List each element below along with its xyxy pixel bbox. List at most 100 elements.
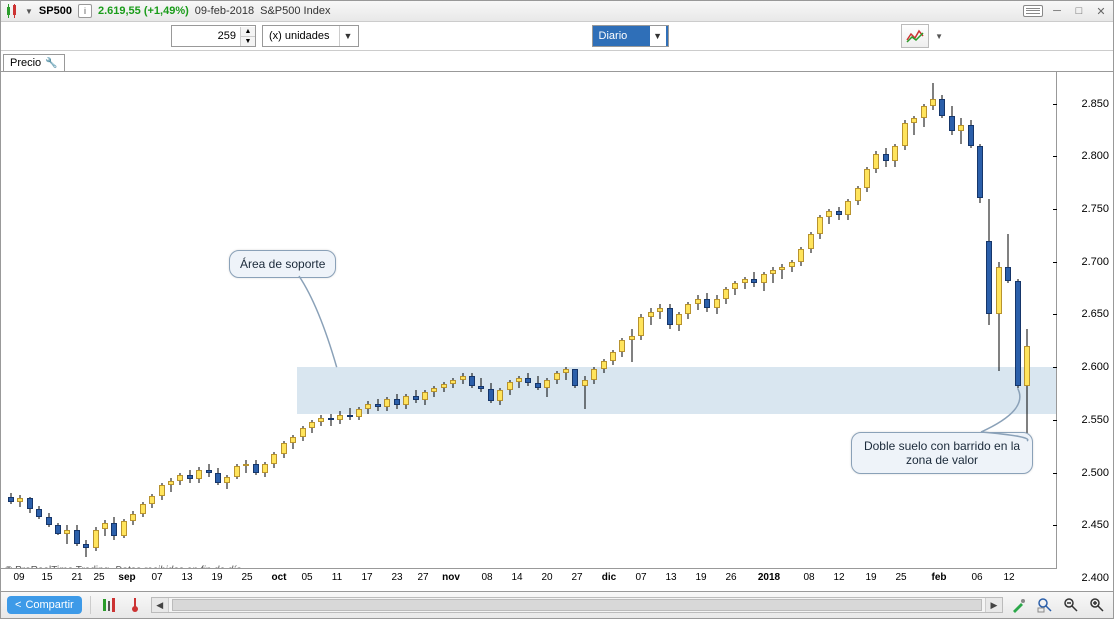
bars-count-input[interactable]: [172, 27, 240, 45]
candle: [102, 72, 108, 578]
scroll-thumb[interactable]: [172, 599, 982, 611]
candle: [375, 72, 381, 578]
annotation-double-bottom: Doble suelo con barrido en la zona de va…: [851, 432, 1033, 474]
candle: [243, 72, 249, 578]
candle: [930, 72, 936, 578]
candle: [996, 72, 1002, 578]
title-bar: ▼ SP500 i 2.619,55 (+1,49%) 09-feb-2018 …: [1, 1, 1113, 22]
candle: [601, 72, 607, 578]
indicator-icon[interactable]: [99, 595, 119, 615]
candle: [488, 72, 494, 578]
candle: [977, 72, 983, 578]
close-icon[interactable]: ✕: [1093, 4, 1109, 18]
chart-type-button[interactable]: [901, 24, 929, 48]
zoom-region-icon[interactable]: [1035, 595, 1055, 615]
candle: [422, 72, 428, 578]
candle: [638, 72, 644, 578]
candle: [704, 72, 710, 578]
candle: [431, 72, 437, 578]
x-tick-label: 05: [301, 572, 312, 583]
zoom-out-icon[interactable]: [1061, 595, 1081, 615]
x-axis: 09152125sep07131925oct0511172327nov08142…: [1, 568, 1057, 591]
wrench-icon[interactable]: 🔧: [45, 58, 57, 69]
bottom-toolbar: < Compartir ◀ ▶: [1, 592, 1113, 618]
keyboard-icon[interactable]: [1023, 5, 1043, 17]
chart-area[interactable]: Área de soporteDoble suelo con barrido e…: [1, 71, 1113, 592]
x-tick-label: 13: [181, 572, 192, 583]
tool-icon[interactable]: [1009, 595, 1029, 615]
candle: [55, 72, 61, 578]
candle: [460, 72, 466, 578]
candle: [507, 72, 513, 578]
x-tick-label: 08: [481, 572, 492, 583]
share-label: Compartir: [25, 599, 73, 611]
candle: [290, 72, 296, 578]
horizontal-scrollbar[interactable]: ◀ ▶: [151, 597, 1003, 613]
y-tick-label: 2.600: [1057, 361, 1109, 373]
zoom-in-icon[interactable]: [1087, 595, 1107, 615]
x-tick-label: 06: [971, 572, 982, 583]
candle: [949, 72, 955, 578]
candle: [234, 72, 240, 578]
candle: [111, 72, 117, 578]
candle: [36, 72, 42, 578]
chevron-down-icon[interactable]: ▼: [935, 32, 943, 41]
units-dropdown[interactable]: (x) unidades ▼: [262, 25, 359, 47]
candle: [563, 72, 569, 578]
y-tick-label: 2.750: [1057, 203, 1109, 215]
x-tick-label: 19: [695, 572, 706, 583]
candle: [544, 72, 550, 578]
candle: [629, 72, 635, 578]
candle: [798, 72, 804, 578]
candle: [864, 72, 870, 578]
x-tick-label: 21: [71, 572, 82, 583]
y-axis: 2.4002.4502.5002.5502.6002.6502.7002.750…: [1056, 72, 1113, 569]
minimize-icon[interactable]: ─: [1049, 4, 1065, 18]
candle: [986, 72, 992, 578]
x-tick-label: 13: [665, 572, 676, 583]
candle: [271, 72, 277, 578]
y-tick-label: 2.450: [1057, 519, 1109, 531]
candle: [140, 72, 146, 578]
candle: [497, 72, 503, 578]
x-tick-label: 20: [541, 572, 552, 583]
candle: [779, 72, 785, 578]
dropdown-caret-icon[interactable]: ▼: [25, 7, 33, 16]
candle: [168, 72, 174, 578]
spinner-down-icon[interactable]: ▼: [241, 37, 255, 46]
timeframe-dropdown[interactable]: Diario ▼: [592, 25, 669, 47]
tab-precio[interactable]: Precio 🔧: [3, 54, 65, 71]
spinner-up-icon[interactable]: ▲: [241, 27, 255, 37]
scroll-left-icon[interactable]: ◀: [152, 598, 169, 612]
maximize-icon[interactable]: □: [1071, 4, 1087, 18]
candle: [1005, 72, 1011, 578]
candle: [318, 72, 324, 578]
candle: [46, 72, 52, 578]
share-button[interactable]: < Compartir: [7, 596, 82, 614]
thermometer-icon[interactable]: [125, 595, 145, 615]
candle: [610, 72, 616, 578]
plot-region[interactable]: Área de soporteDoble suelo con barrido e…: [1, 72, 1057, 578]
candle: [413, 72, 419, 578]
info-icon[interactable]: i: [78, 4, 92, 18]
candle: [619, 72, 625, 578]
x-tick-label: feb: [932, 572, 947, 583]
candle: [450, 72, 456, 578]
y-tick-label: 2.800: [1057, 150, 1109, 162]
candle: [572, 72, 578, 578]
candle: [478, 72, 484, 578]
candle: [149, 72, 155, 578]
candle: [177, 72, 183, 578]
candle: [347, 72, 353, 578]
candle: [121, 72, 127, 578]
candle: [883, 72, 889, 578]
candle: [723, 72, 729, 578]
candle: [648, 72, 654, 578]
candle: [394, 72, 400, 578]
candle: [657, 72, 663, 578]
candle: [1015, 72, 1021, 578]
x-tick-label: oct: [272, 572, 287, 583]
x-tick-label: nov: [442, 572, 460, 583]
bars-count-spinner[interactable]: ▲ ▼: [171, 25, 256, 47]
scroll-right-icon[interactable]: ▶: [985, 598, 1002, 612]
